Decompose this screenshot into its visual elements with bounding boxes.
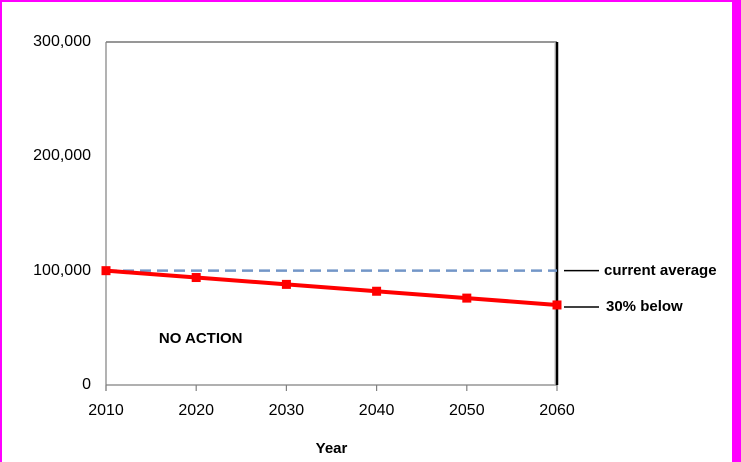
series-marker — [552, 300, 562, 310]
series-marker — [462, 293, 472, 303]
x-tick-label: 2030 — [268, 402, 305, 419]
x-tick-label: 2050 — [449, 402, 485, 419]
x-tick-label: 2020 — [178, 402, 214, 419]
x-axis-title: Year — [315, 440, 348, 457]
annotation-no-action: NO ACTION — [158, 330, 243, 348]
x-tick-label: 2060 — [539, 402, 575, 419]
x-tick-label: 2040 — [358, 402, 395, 419]
series-line-no-action — [105, 268, 558, 307]
label-30-percent-below: 30% below — [606, 297, 683, 315]
y-tick-label: 200,000 — [33, 147, 91, 165]
x-tick-label: 2010 — [88, 402, 124, 419]
series-marker — [372, 286, 382, 296]
y-tick-label: 100,000 — [33, 261, 91, 279]
y-tick-label: 300,000 — [33, 33, 91, 50]
label-current-average: current average — [604, 261, 717, 279]
y-tick-label: 0 — [82, 376, 91, 393]
series-marker — [101, 266, 111, 276]
series-marker — [191, 273, 201, 283]
series-marker — [281, 279, 291, 289]
